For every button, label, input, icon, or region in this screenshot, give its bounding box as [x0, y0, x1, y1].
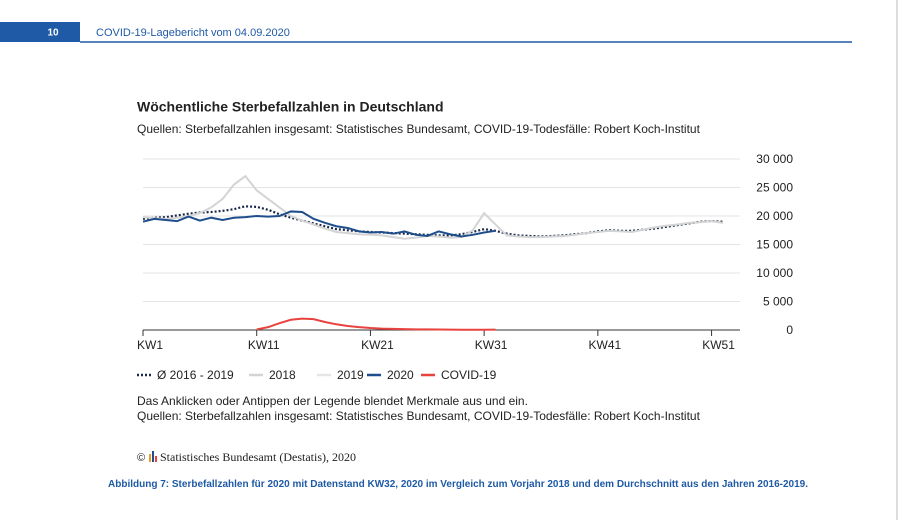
chart-note: Das Anklicken oder Antippen der Legende …	[137, 394, 528, 408]
chart-source: Quellen: Sterbefallzahlen insgesamt: Sta…	[137, 409, 701, 423]
x-tick-label: KW21	[361, 338, 394, 352]
logo	[155, 456, 157, 462]
x-tick-label: KW11	[248, 338, 280, 352]
series-line	[256, 317, 496, 331]
legend-label[interactable]: COVID-19	[441, 368, 497, 382]
legend-label[interactable]: 2018	[269, 368, 296, 382]
y-tick-label: 25 000	[756, 181, 793, 195]
legend-label[interactable]: 2019	[337, 368, 364, 382]
copyright-symbol: ©	[137, 452, 145, 464]
series-line	[142, 174, 724, 240]
y-tick-label: 30 000	[756, 152, 793, 166]
page-number-box	[0, 22, 80, 42]
caption: Abbildung 7: Sterbefallzahlen für 2020 m…	[108, 479, 809, 490]
y-tick-label: 15 000	[756, 238, 793, 252]
chart-title: Wöchentliche Sterbefallzahlen in Deutsch…	[137, 99, 444, 115]
y-tick-label: 20 000	[756, 209, 793, 223]
x-tick-label: KW31	[475, 338, 508, 352]
x-tick-label: KW1	[137, 338, 163, 352]
legend-label[interactable]: 2020	[387, 368, 414, 382]
y-tick-label: 5 000	[763, 295, 793, 309]
series-line	[142, 210, 496, 238]
y-tick-label: 0	[786, 323, 793, 337]
legend-label[interactable]: Ø 2016 - 2019	[157, 368, 234, 382]
copyright: Statistisches Bundesamt (Destatis), 2020	[160, 450, 356, 464]
chart-subtitle: Quellen: Sterbefallzahlen insgesamt: Sta…	[137, 122, 701, 136]
header-title: COVID-19-Lagebericht vom 04.09.2020	[96, 27, 290, 39]
x-tick-label: KW41	[589, 338, 622, 352]
x-tick-label: KW51	[702, 338, 735, 352]
page-number: 10	[47, 28, 59, 39]
logo	[152, 451, 154, 462]
logo	[149, 454, 151, 462]
caption-box: Abbildung 7: Sterbefallzahlen für 2020 m…	[108, 479, 809, 490]
y-tick-label: 10 000	[756, 266, 793, 280]
